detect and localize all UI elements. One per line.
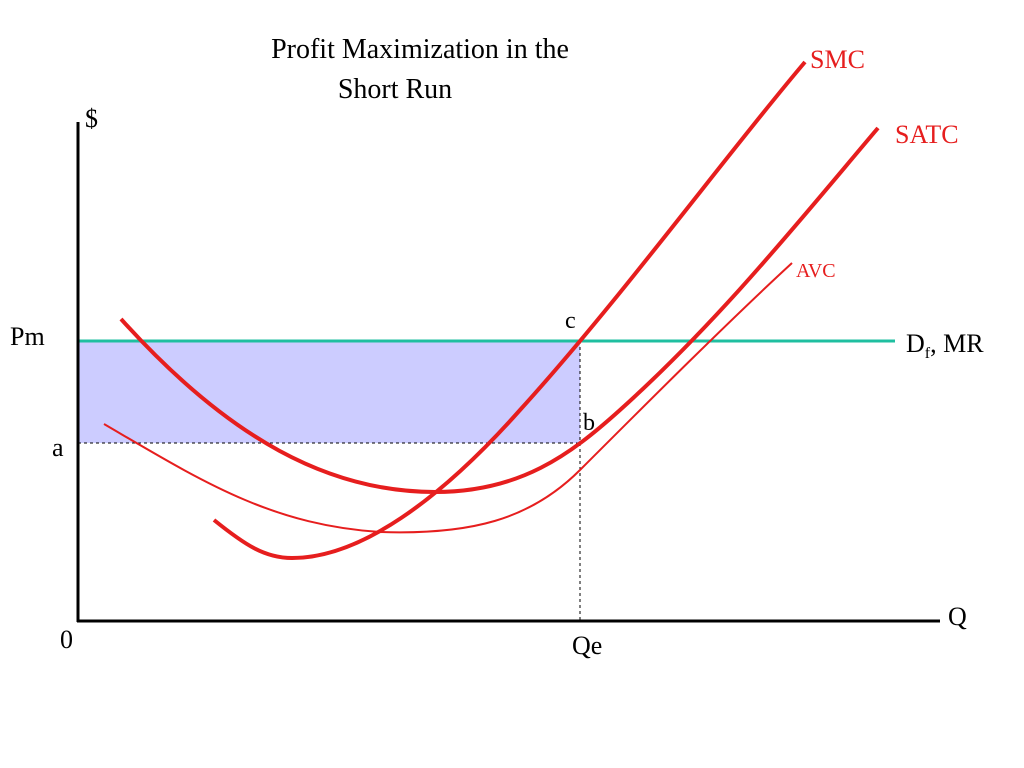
y-axis-label: $ [85,104,98,133]
smc-label: SMC [810,45,865,74]
demand-label-subscript: f [925,345,931,362]
title-line-2: Short Run [338,74,452,105]
satc-label: SATC [895,120,959,149]
avc-curve [103,262,793,534]
point-c-label: c [565,308,576,334]
title-line-1: Profit Maximization in the [271,34,569,65]
demand-label-tail: , MR [930,329,984,358]
price-pm-label: Pm [10,322,45,351]
profit-area [78,341,580,443]
smc-curve [212,60,807,561]
satc-curve [119,126,880,495]
origin-label: 0 [60,625,73,654]
avc-label: AVC [796,260,836,282]
quantity-qe-label: Qe [572,631,602,660]
point-b-label: b [583,410,595,436]
demand-mr-label: Df, MR [906,329,984,362]
price-a-label: a [52,433,64,462]
x-axis-label: Q [948,602,967,631]
demand-label-main: D [906,329,925,358]
